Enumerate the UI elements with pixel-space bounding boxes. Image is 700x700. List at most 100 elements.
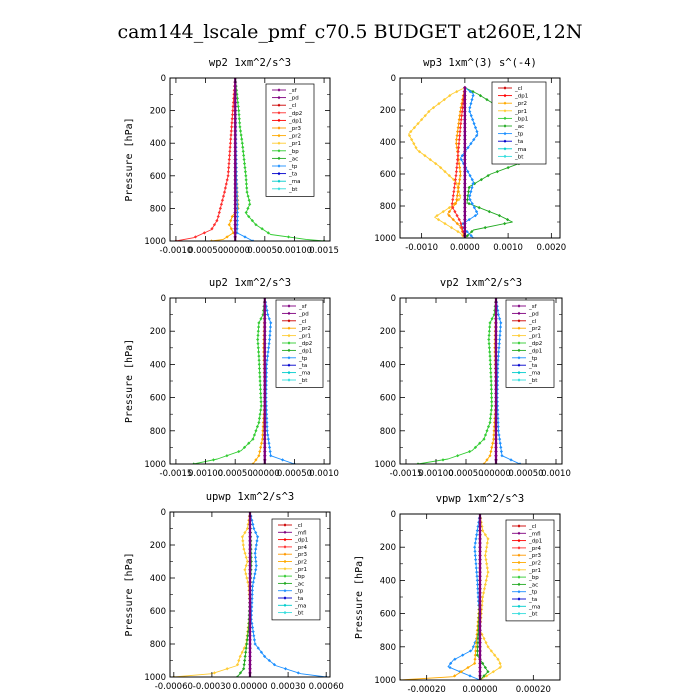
- series-marker: [484, 549, 488, 553]
- y-axis-label: Pressure [hPa]: [124, 552, 135, 636]
- series-marker: [478, 545, 482, 549]
- legend-label: _bt: [514, 154, 524, 160]
- series-marker: [412, 142, 416, 146]
- series-marker: [233, 210, 237, 215]
- series-marker: [483, 553, 487, 558]
- legend-marker: [517, 546, 521, 550]
- x-tick-label: 0.00050: [188, 246, 223, 256]
- series-marker: [235, 227, 239, 231]
- series-marker: [459, 222, 463, 226]
- series-marker: [253, 551, 257, 555]
- legend-label: _pr3: [528, 553, 542, 559]
- x-tick-label: 0.00000: [232, 682, 267, 692]
- series-marker: [479, 178, 483, 182]
- legend-label: _ac: [288, 156, 298, 162]
- series-marker: [473, 214, 477, 218]
- series-marker: [265, 420, 269, 425]
- legend-label: _pr1: [514, 109, 527, 115]
- series-marker: [265, 358, 269, 362]
- legend-marker: [517, 319, 521, 323]
- series-marker: [475, 130, 479, 134]
- series-marker: [233, 145, 237, 150]
- y-tick-label: 400: [150, 139, 166, 149]
- series-marker: [420, 118, 424, 122]
- series-marker: [253, 642, 257, 646]
- x-tick-label: -0.00060: [155, 682, 193, 692]
- series-marker: [453, 182, 457, 186]
- legend-marker: [517, 568, 521, 572]
- series-marker: [248, 534, 252, 539]
- series-marker: [469, 102, 473, 106]
- legend-label: _bp: [294, 574, 305, 580]
- legend-label: _dp1: [298, 348, 312, 354]
- series-marker: [233, 231, 237, 235]
- legend-label: _pr2: [294, 560, 307, 566]
- legend-marker: [517, 304, 521, 308]
- legend-label: _pr1: [298, 334, 311, 340]
- legend-marker: [503, 132, 507, 136]
- series-marker: [250, 584, 255, 588]
- series-marker: [478, 94, 483, 98]
- y-tick-label: 0: [161, 294, 166, 304]
- series-marker: [238, 125, 242, 129]
- series-marker: [455, 214, 459, 218]
- series-marker: [466, 194, 470, 198]
- series-marker: [263, 308, 267, 313]
- series-marker: [494, 445, 498, 450]
- series-marker: [267, 658, 271, 663]
- series-marker: [483, 665, 487, 670]
- series-marker: [471, 182, 475, 186]
- legend-marker: [503, 154, 507, 158]
- y-axis-label: Pressure [hPa]: [124, 339, 135, 423]
- series-marker: [455, 146, 459, 150]
- series-marker: [256, 337, 260, 342]
- series-marker: [463, 149, 467, 154]
- y-tick-label: 1000: [144, 237, 166, 247]
- series-marker: [238, 121, 242, 125]
- series-marker: [233, 96, 237, 101]
- series-marker: [483, 582, 487, 587]
- legend-marker: [283, 523, 287, 527]
- series-marker: [478, 528, 482, 533]
- series-marker: [494, 453, 498, 458]
- series-marker: [257, 321, 261, 325]
- series-marker: [233, 194, 237, 198]
- y-tick-label: 800: [380, 427, 396, 437]
- series-marker: [237, 109, 241, 113]
- series-marker: [475, 533, 479, 537]
- series-marker: [458, 194, 462, 198]
- y-tick-label: 200: [380, 106, 396, 116]
- series-marker: [237, 117, 241, 121]
- series-marker: [463, 125, 467, 130]
- series-line-1: [173, 512, 251, 677]
- series-marker: [241, 539, 245, 543]
- series-marker: [496, 354, 500, 358]
- legend-label: _ac: [528, 582, 538, 588]
- y-tick-label: 0: [161, 74, 166, 84]
- series-marker: [488, 420, 492, 425]
- legend-marker: [277, 156, 281, 160]
- series-marker: [463, 205, 467, 210]
- legend-label: _pr1: [528, 568, 541, 574]
- series-marker: [475, 578, 479, 582]
- series-marker: [494, 449, 498, 454]
- x-tick-label: 0.00050: [218, 469, 253, 479]
- series-marker: [478, 557, 482, 562]
- series-marker: [233, 108, 237, 113]
- series-marker: [456, 150, 460, 154]
- y-tick-label: 1000: [144, 460, 166, 470]
- series-marker: [252, 576, 256, 580]
- legend-marker: [503, 109, 507, 113]
- legend-marker: [283, 581, 287, 585]
- series-marker: [434, 162, 438, 166]
- series-marker: [243, 658, 247, 663]
- legend-marker: [277, 134, 281, 138]
- series-marker: [463, 97, 467, 102]
- x-tick-label: -0.0015: [160, 469, 193, 479]
- series-marker: [455, 166, 459, 170]
- series-marker: [470, 98, 474, 102]
- series-marker: [242, 161, 247, 166]
- series-marker: [286, 235, 291, 239]
- series-marker: [471, 118, 475, 122]
